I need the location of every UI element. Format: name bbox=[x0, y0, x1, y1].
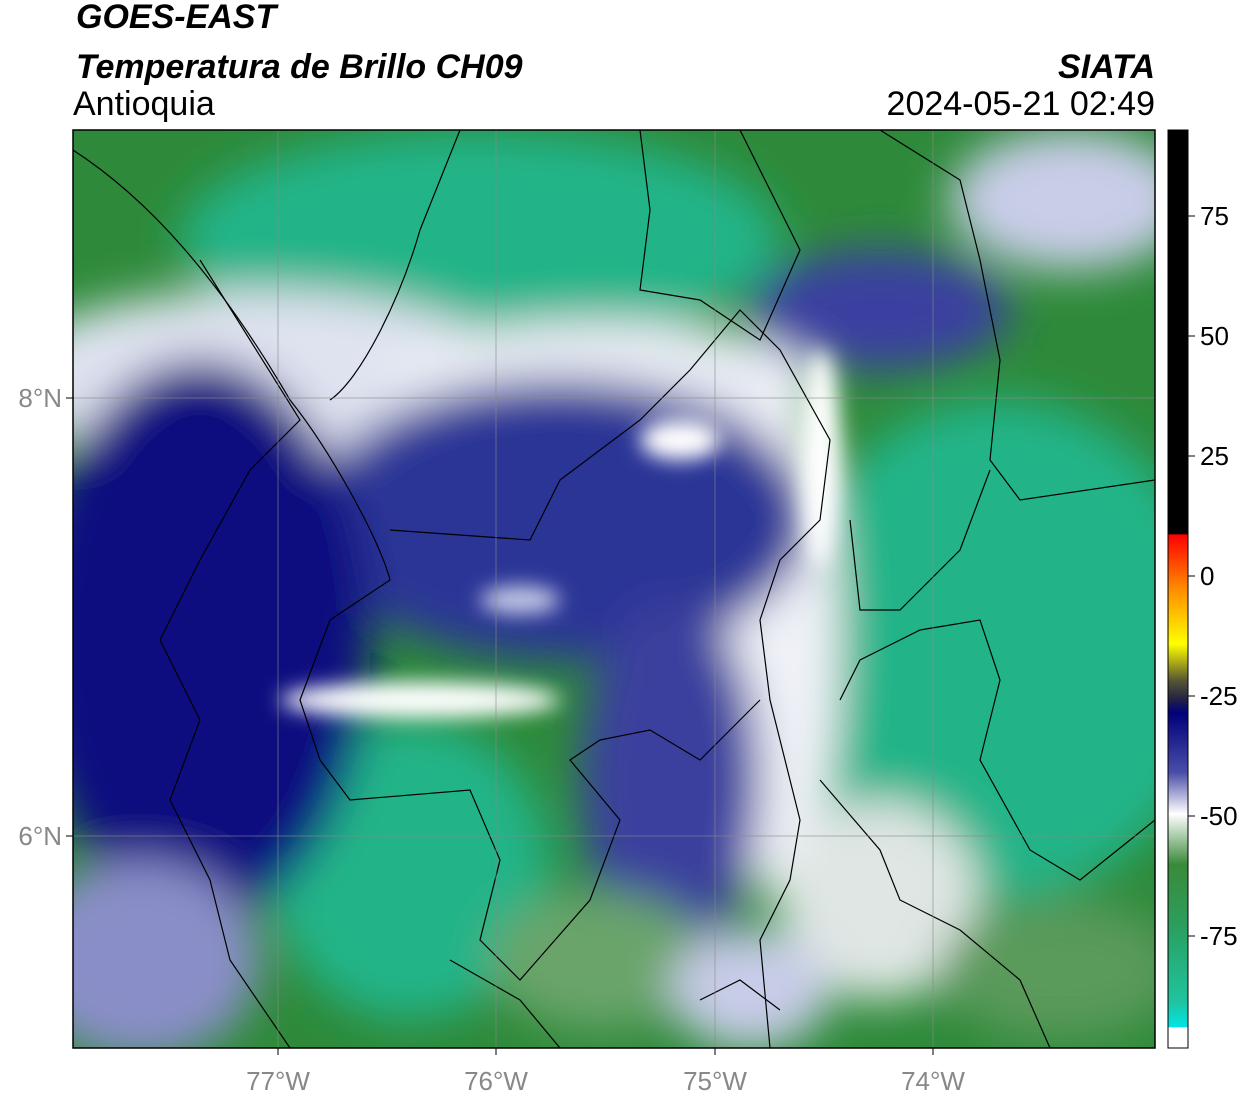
colorbar-tick-label: 0 bbox=[1200, 561, 1214, 591]
region: Antioquia bbox=[73, 85, 215, 123]
colorbar-tick-label: -25 bbox=[1200, 681, 1238, 711]
colorbar-tick-label: 50 bbox=[1200, 321, 1229, 351]
satellite-image bbox=[73, 130, 1155, 1048]
lon-tick-label: 74°W bbox=[901, 1066, 965, 1096]
title: GOES-EAST bbox=[76, 0, 279, 36]
colorbar-tick-label: 25 bbox=[1200, 441, 1229, 471]
map-frame bbox=[72, 129, 1156, 1049]
source: SIATA bbox=[1058, 48, 1155, 86]
lat-tick-label: 6°N bbox=[18, 821, 62, 851]
colorbar-tick-label: -75 bbox=[1200, 921, 1238, 951]
graticule bbox=[73, 130, 1155, 1048]
lon-tick-label: 76°W bbox=[464, 1066, 528, 1096]
lat-tick-label: 8°N bbox=[18, 383, 62, 413]
lon-tick-label: 75°W bbox=[683, 1066, 747, 1096]
lon-tick-label: 77°W bbox=[246, 1066, 310, 1096]
colorbar-tick-label: 75 bbox=[1200, 201, 1229, 231]
timestamp: 2024-05-21 02:49 bbox=[887, 85, 1155, 123]
colorbar-tick-label: -50 bbox=[1200, 801, 1238, 831]
colorbar bbox=[1167, 129, 1189, 1049]
borders bbox=[73, 130, 1155, 1048]
subtitle: Temperatura de Brillo CH09 bbox=[76, 48, 523, 86]
